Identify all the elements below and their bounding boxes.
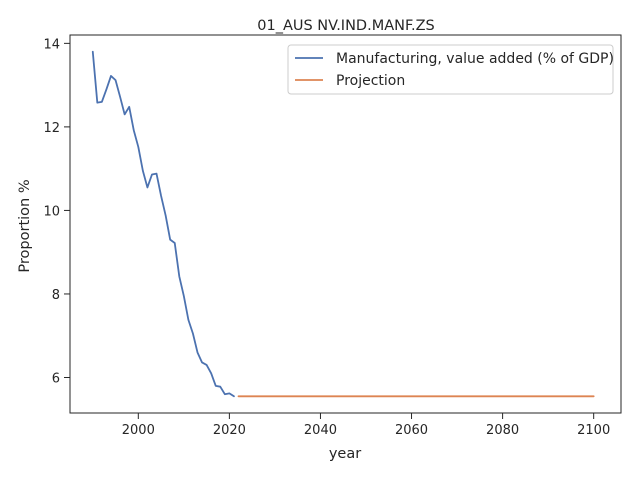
x-tick-label: 2020 (213, 423, 246, 438)
chart-title: 01_AUS NV.IND.MANF.ZS (257, 18, 434, 34)
y-axis-ticks: 6 8 10 12 14 (43, 37, 70, 386)
x-axis-label: year (329, 446, 361, 462)
x-axis-ticks: 2000 2020 2040 2060 2080 2100 (122, 413, 610, 438)
x-tick-label: 2080 (486, 423, 519, 438)
x-tick-label: 2060 (395, 423, 428, 438)
y-axis-label: Proportion % (17, 179, 33, 272)
x-tick-label: 2100 (577, 423, 610, 438)
plot-area: 2000 2020 2040 2060 2080 2100 6 8 10 12 14 (43, 34, 622, 438)
legend: Manufacturing, value added (% of GDP) Pr… (287, 44, 614, 95)
y-tick-label: 14 (43, 37, 60, 52)
y-tick-label: 8 (52, 288, 60, 303)
y-tick-label: 12 (43, 121, 60, 136)
series-line-manufacturing (91, 50, 235, 398)
legend-label-projection: Projection (336, 73, 405, 89)
x-tick-label: 2000 (122, 423, 155, 438)
x-tick-label: 2040 (304, 423, 337, 438)
legend-box (287, 44, 614, 95)
y-tick-label: 6 (52, 371, 60, 386)
axes-frame (69, 34, 622, 414)
series-lines (91, 50, 595, 398)
legend-label-manufacturing: Manufacturing, value added (% of GDP) (336, 51, 614, 67)
y-tick-label: 10 (43, 204, 60, 219)
